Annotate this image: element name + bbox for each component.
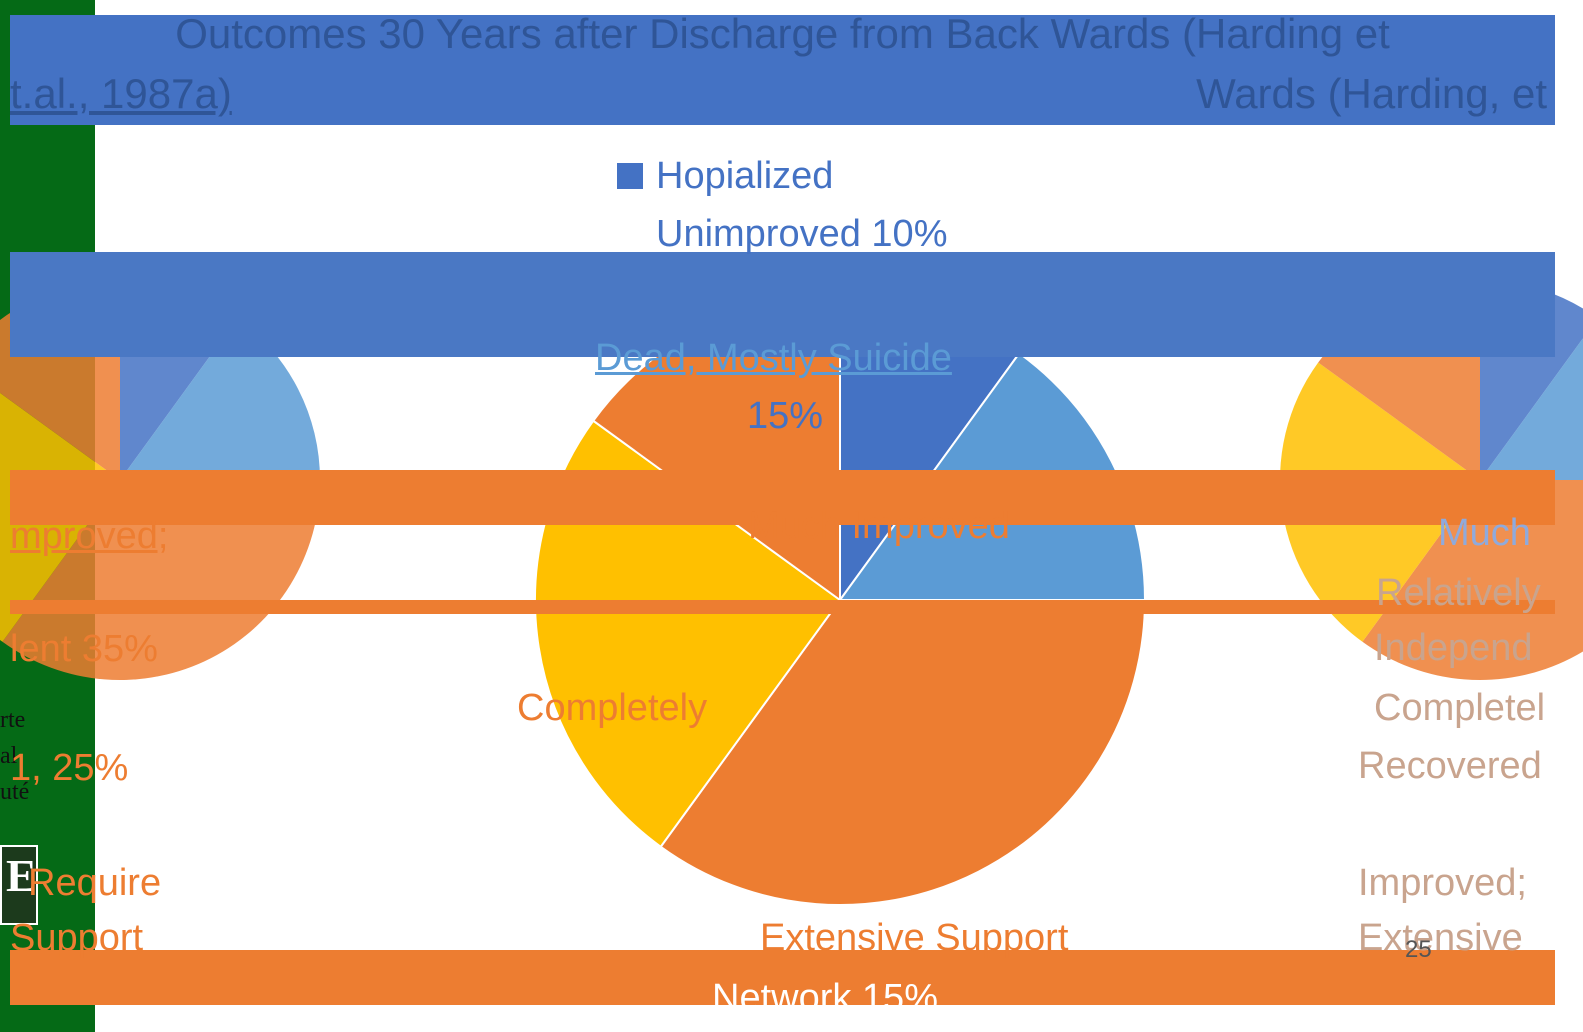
label-support: Support — [10, 917, 144, 959]
page-number: 25 — [1405, 936, 1432, 963]
label-mproved: mproved; — [10, 515, 169, 557]
label-independ: Independ — [1374, 627, 1533, 669]
logo-glyph: E — [6, 850, 37, 901]
label-improved-right: Improved; — [1358, 862, 1527, 904]
label-network-pct: Network 15% — [712, 977, 938, 1019]
ghost-pie-0-slice-2 — [2, 480, 320, 680]
legend-swatch-hospitalized — [617, 163, 643, 189]
label-dead-pct: 15% — [747, 395, 824, 437]
slide-title: Outcomes 30 Years after Discharge from B… — [175, 10, 1390, 57]
label-extensive-support: Extensive Support — [760, 917, 1069, 959]
label-much-right: Much — [1438, 512, 1531, 554]
ghost-pie-0-slice-1 — [120, 318, 320, 480]
orange-overlay-band-1 — [10, 470, 1555, 525]
sidebar-text: rte al uté — [0, 707, 30, 805]
logo: E — [0, 845, 38, 925]
label-extensive-right: Extensive — [1358, 917, 1523, 959]
ghost-pie-1-slice-2 — [1362, 480, 1583, 680]
label-completely: Completely — [517, 687, 708, 729]
legend-hospitalized-line2: Unimproved 10% — [656, 213, 948, 255]
legend-hospitalized-line1: Hopialized — [656, 155, 834, 197]
label-dead: Dead, Mostly Suicide — [595, 337, 952, 379]
orange-overlay-band-2 — [10, 950, 1555, 1005]
label-pct-25: 1, 25% — [10, 747, 129, 789]
pie-slice-2 — [659, 599, 1147, 906]
title-band — [10, 15, 1555, 125]
slide-title-line2-left: t.al., 1987a) — [10, 70, 232, 117]
label-much-improved: Much Improved — [748, 505, 1010, 547]
label-relatively: Relatively — [1376, 572, 1541, 614]
label-require: Require — [28, 862, 162, 904]
ghost-pie-1-slice-1 — [1480, 338, 1583, 480]
label-completel-right: Completel — [1374, 687, 1546, 729]
label-independent-pct: lent 35% — [10, 628, 158, 670]
label-recovered-right: Recovered — [1358, 745, 1542, 787]
orange-overlay-line — [10, 600, 1555, 614]
slide-title-line2-right: Wards (Harding, et — [1196, 70, 1547, 117]
blue-overlay-band — [10, 252, 1555, 357]
